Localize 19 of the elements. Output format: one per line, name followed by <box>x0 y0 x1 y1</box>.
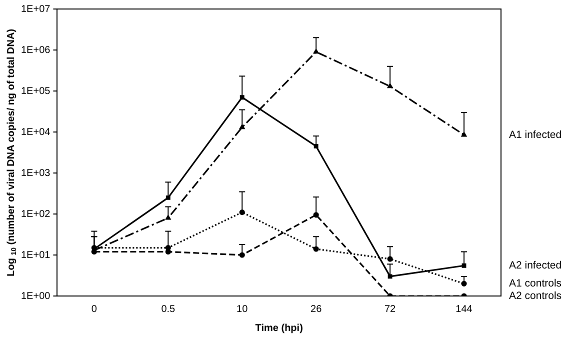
x-tick-label: 72 <box>384 304 396 315</box>
y-tick-label: 1E+03 <box>20 168 51 179</box>
text: A2 infected <box>509 260 562 272</box>
y-tick-label: 1E+05 <box>20 86 51 97</box>
x-tick-label: 0.5 <box>161 304 176 315</box>
x-tick-label: 10 <box>236 304 248 315</box>
y-tick-label: 1E+06 <box>20 44 51 56</box>
y-tick-label: 1E+00 <box>20 290 51 302</box>
y-tick-label: 1E+04 <box>20 126 51 138</box>
y-tick-label: 1E+07 <box>20 4 51 15</box>
text: A2 controls <box>509 290 562 302</box>
x-tick-label: 0 <box>91 304 98 315</box>
x-tick-label: 144 <box>456 304 473 315</box>
x-tick-label: 26 <box>310 304 322 315</box>
y-tick-label: 1E+01 <box>20 250 51 261</box>
x-axis-title: Time (hpi) <box>255 322 303 334</box>
text: A1 infected <box>509 128 562 141</box>
text: A1 controls <box>509 278 562 290</box>
y-tick-label: 1E+02 <box>20 208 51 220</box>
